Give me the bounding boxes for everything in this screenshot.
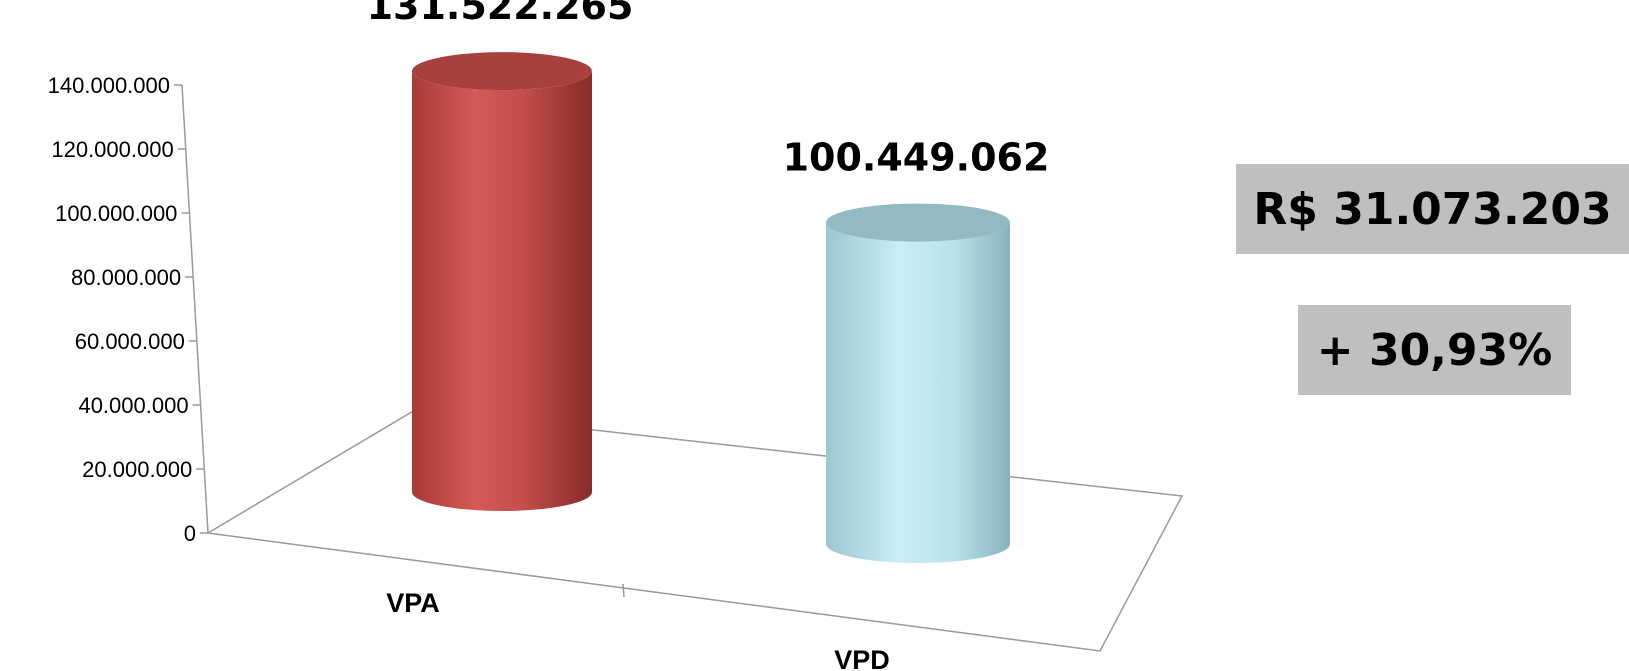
y-tick-label: 140.000.000 — [48, 73, 170, 98]
x-axis-categories: VPA VPD — [386, 588, 890, 671]
data-labels: 131.522.265 100.449.062 — [367, 0, 1050, 180]
y-tick-label: 120.000.000 — [51, 137, 173, 162]
y-tick-label: 20.000.000 — [82, 457, 192, 482]
percent-value: + 30,93% — [1316, 324, 1553, 376]
x-category-label: VPD — [834, 645, 890, 671]
bar-body — [826, 222, 1010, 564]
bar-vpa — [412, 52, 592, 511]
chart-floor — [205, 409, 1184, 652]
y-tick-label: 40.000.000 — [78, 393, 188, 418]
bar-top — [412, 52, 592, 91]
data-label: 131.522.265 — [367, 0, 634, 28]
y-tick-label: 80.000.000 — [71, 265, 181, 290]
x-axis-tick — [622, 583, 625, 598]
y-axis-line — [181, 84, 209, 534]
bar-vpd — [826, 203, 1010, 564]
data-label: 100.449.062 — [783, 136, 1050, 180]
y-axis: 0 20.000.000 40.000.000 60.000.000 80.000.00… — [48, 73, 208, 546]
x-category-label: VPA — [386, 588, 440, 618]
y-tick-label: 0 — [184, 521, 196, 546]
bars — [412, 52, 1010, 564]
percent-callout: + 30,93% — [1298, 305, 1571, 395]
bar-top — [826, 203, 1010, 242]
y-tick-label: 100.000.000 — [55, 201, 177, 226]
difference-value: R$ 31.073.203 — [1253, 183, 1612, 235]
bar-body — [412, 71, 592, 511]
y-tick-label: 60.000.000 — [75, 329, 185, 354]
difference-callout: R$ 31.073.203 — [1236, 164, 1629, 254]
